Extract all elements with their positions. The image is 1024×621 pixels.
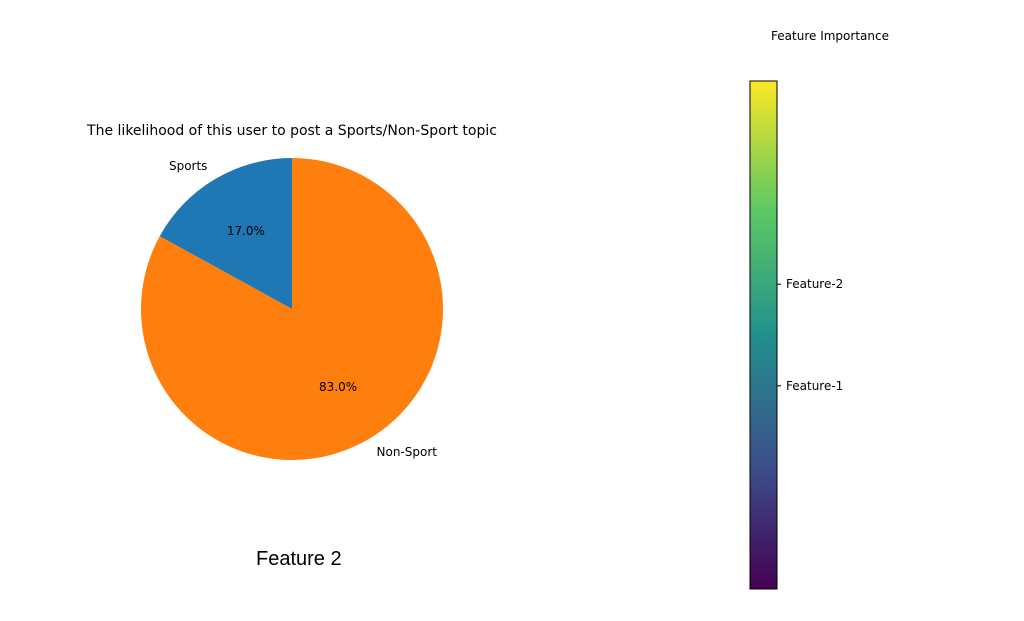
- colorbar: Feature Importance Feature-1 Feature-2: [749, 29, 889, 590]
- pie-slices: [140, 158, 443, 461]
- colorbar-title: Feature Importance: [771, 29, 889, 43]
- pie-percent-label: 17.0%: [227, 224, 265, 238]
- colorbar-ticks: Feature-1 Feature-2: [777, 277, 843, 393]
- feature-caption: Feature 2: [256, 548, 342, 570]
- pie-title: The likelihood of this user to post a Sp…: [86, 123, 497, 139]
- pie-slice-sports: [159, 158, 292, 309]
- pie-percent-label: 83.0%: [319, 380, 357, 394]
- pie-category-label: Non-Sport: [377, 445, 438, 459]
- pie-category-label: Sports: [169, 159, 207, 173]
- colorbar-gradient: [749, 80, 778, 590]
- pie-slice-non-sport: [140, 158, 443, 461]
- colorbar-tick-label: Feature-2: [786, 277, 843, 291]
- colorbar-tick-label: Feature-1: [786, 379, 843, 393]
- pie-labels: 17.0% Sports 83.0% Non-Sport: [169, 159, 437, 459]
- pie-chart: The likelihood of this user to post a Sp…: [86, 123, 497, 461]
